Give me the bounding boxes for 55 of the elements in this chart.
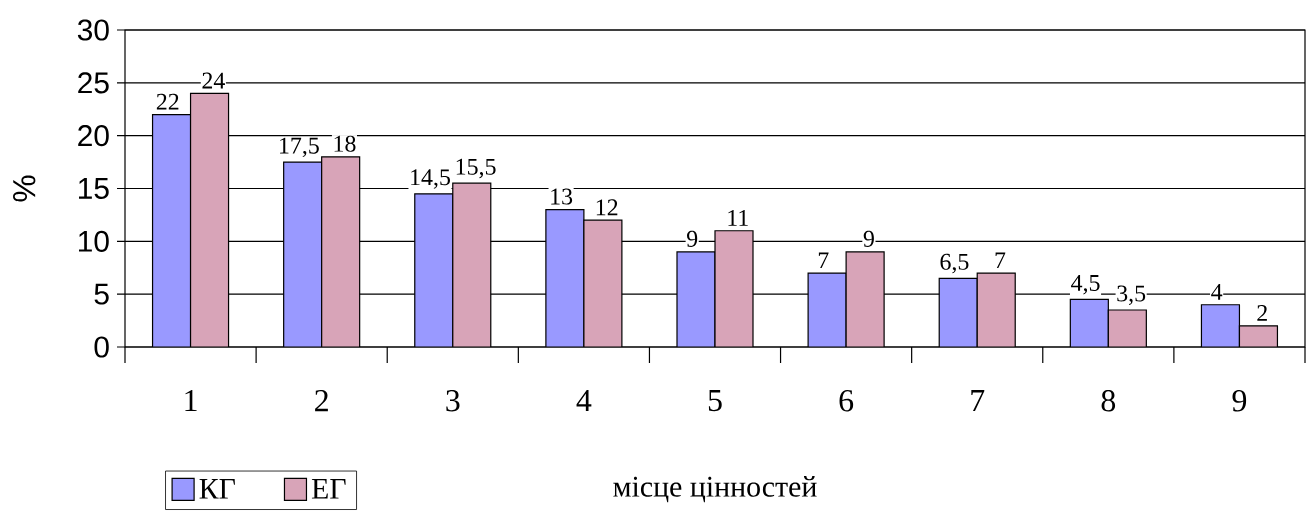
data-label: 9 bbox=[687, 230, 698, 247]
y-tick-label: 20 bbox=[78, 125, 109, 147]
x-tick-label: 2 bbox=[315, 390, 328, 412]
bar bbox=[676, 251, 716, 347]
data-label: 4 bbox=[1211, 283, 1223, 300]
bar bbox=[938, 277, 978, 347]
data-label: 18 bbox=[334, 135, 356, 152]
bar bbox=[807, 272, 847, 347]
x-tick-label: 9 bbox=[1232, 390, 1247, 412]
data-label: 17,5 bbox=[280, 137, 319, 158]
y-tick-label: 15 bbox=[79, 178, 109, 199]
bar bbox=[321, 156, 361, 347]
data-label: 9 bbox=[863, 230, 874, 247]
data-label: 22 bbox=[156, 93, 179, 110]
data-label: 13 bbox=[551, 188, 573, 205]
x-tick-label: 3 bbox=[446, 390, 460, 412]
y-tick-label: 10 bbox=[79, 230, 109, 252]
bar bbox=[151, 113, 192, 347]
data-label: 15,5 bbox=[456, 158, 496, 179]
y-axis-title: % bbox=[13, 175, 36, 202]
data-label: 24 bbox=[202, 72, 225, 89]
x-tick-label: 8 bbox=[1101, 390, 1116, 412]
data-label: 7 bbox=[818, 252, 829, 269]
x-tick-label: 6 bbox=[839, 390, 854, 412]
bar bbox=[583, 219, 623, 347]
y-tick-label: 0 bbox=[94, 336, 109, 358]
data-label: 4,5 bbox=[1071, 275, 1100, 295]
data-label: 6,5 bbox=[940, 253, 969, 274]
y-tick-label: 30 bbox=[77, 19, 109, 41]
x-tick-label: 7 bbox=[971, 390, 985, 411]
bar bbox=[452, 182, 492, 347]
bar bbox=[414, 193, 454, 347]
bar bbox=[714, 230, 754, 347]
legend-label: КГ bbox=[199, 479, 235, 499]
bar bbox=[845, 251, 885, 347]
bar bbox=[545, 209, 585, 347]
y-tick-label: 25 bbox=[78, 72, 109, 94]
bar bbox=[1200, 304, 1241, 347]
data-label: 12 bbox=[596, 199, 618, 216]
x-axis-title: місце цінностей bbox=[613, 476, 817, 503]
bar bbox=[1069, 298, 1109, 347]
x-tick-label: 4 bbox=[576, 390, 592, 412]
data-label: 11 bbox=[728, 209, 748, 226]
data-label: 3,5 bbox=[1117, 285, 1146, 306]
bar bbox=[189, 92, 230, 347]
x-tick-label: 5 bbox=[708, 390, 722, 412]
y-tick-label: 5 bbox=[94, 283, 109, 305]
data-label: 14,5 bbox=[411, 169, 450, 189]
bar bbox=[283, 161, 323, 347]
data-label: 7 bbox=[995, 252, 1006, 269]
bar bbox=[1107, 309, 1147, 347]
x-tick-label: 1 bbox=[185, 390, 197, 412]
data-label: 2 bbox=[1257, 305, 1267, 321]
bar bbox=[976, 272, 1016, 347]
legend-label: ЕГ bbox=[311, 479, 346, 499]
